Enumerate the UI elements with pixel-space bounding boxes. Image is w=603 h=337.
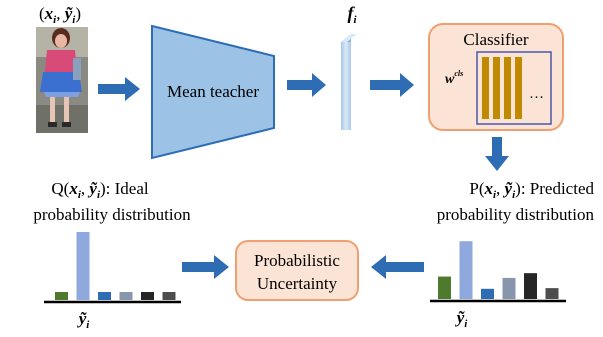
mean-teacher-label: Mean teacher: [167, 82, 259, 101]
ideal-caption-line2: probability distribution: [33, 205, 191, 224]
weight-matrix-bars: [482, 57, 522, 119]
input-label: (xi, ỹi): [39, 4, 81, 26]
arrow-image-to-teacher: [98, 77, 140, 101]
arrow-ideal-to-uncertainty: [182, 255, 229, 279]
predicted-bar-2: [459, 241, 473, 299]
predicted-bar-6: [545, 288, 559, 299]
weight-ellipsis: …: [529, 86, 544, 102]
ideal-bars: [55, 232, 176, 300]
uncertainty-line2: Uncertainty: [257, 274, 338, 293]
weight-matrix-frame: [476, 51, 552, 125]
predicted-bar-3: [481, 288, 494, 299]
ideal-bar-4: [119, 292, 133, 300]
arrow-predicted-to-uncertainty: [371, 255, 424, 279]
uncertainty-box: [235, 240, 359, 301]
arrow-classifier-to-predicted: [485, 137, 509, 171]
predicted-caption-line1: P(xi, ỹi): Predicted: [469, 179, 594, 201]
feature-label: fi: [347, 3, 357, 26]
ideal-bar-1: [55, 292, 68, 300]
ideal-bar-6: [162, 292, 176, 300]
weight-column-2: [493, 57, 500, 119]
predicted-bars: [438, 241, 559, 299]
ideal-caption-line1: Q(xi, ỹi): Ideal: [51, 179, 149, 201]
ideal-bar-5: [141, 292, 154, 300]
predicted-bar-5: [524, 273, 537, 299]
predicted-caption-line2: probability distribution: [437, 205, 595, 224]
weight-column-4: [515, 57, 522, 119]
weight-column-1: [482, 57, 489, 119]
person-photo-icon: [36, 27, 88, 133]
predicted-bar-1: [438, 276, 451, 299]
arrow-teacher-to-feature: [287, 73, 326, 97]
ideal-bar-2: [76, 232, 90, 300]
mean-teacher-block: [151, 24, 275, 160]
predicted-axis-label: ỹi: [455, 308, 469, 330]
classifier-title: Classifier: [463, 30, 528, 49]
feature-vector: [341, 34, 357, 130]
predicted-bar-4: [502, 277, 516, 299]
ideal-bar-3: [98, 292, 111, 300]
ideal-axis-label: ỹi: [77, 309, 91, 331]
weight-column-3: [504, 57, 511, 119]
uncertainty-line1: Probabilistic: [254, 251, 340, 270]
arrow-feature-to-classifier: [370, 73, 414, 97]
